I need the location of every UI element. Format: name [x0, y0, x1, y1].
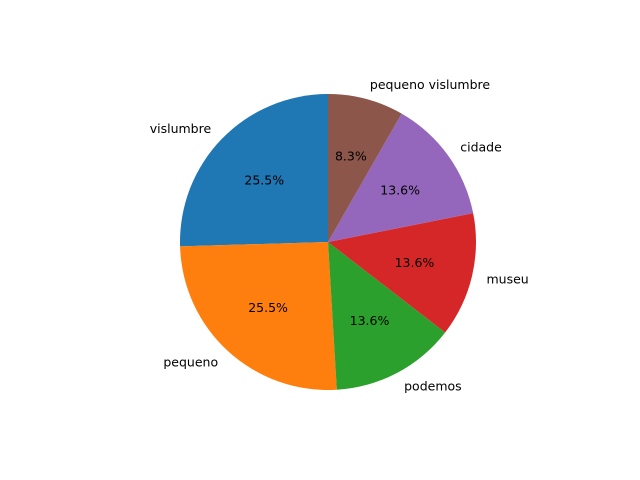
pie-labels: 25.5% vislumbre 25.5% pequeno 13.6% podemos 13…	[150, 77, 529, 393]
pie-pct-label-pequeno: 25.5%	[248, 300, 288, 315]
pie-slice-museu	[328, 213, 476, 333]
pie-slice-vislumbre	[180, 94, 328, 247]
pie-slice-pequeno	[180, 242, 337, 391]
pie-category-label-museu: museu	[486, 272, 528, 287]
pie-slice-pequeno-vislumbre	[328, 94, 402, 242]
pie-slice-podemos	[328, 242, 446, 390]
pie-pct-label-pequeno-vislumbre: 8.3%	[335, 149, 367, 164]
pie-slice-cidade	[328, 113, 474, 242]
pie-category-label-vislumbre: vislumbre	[150, 121, 212, 136]
pie-pct-label-cidade: 13.6%	[380, 183, 420, 198]
pie-category-label-podemos: podemos	[404, 378, 462, 393]
pie-category-label-pequeno-vislumbre: pequeno vislumbre	[370, 77, 490, 92]
pie-slices	[180, 94, 476, 391]
pie-category-label-pequeno: pequeno	[163, 355, 218, 370]
pie-pct-label-vislumbre: 25.5%	[244, 173, 284, 188]
pie-pct-label-podemos: 13.6%	[350, 313, 390, 328]
pie-category-label-cidade: cidade	[460, 140, 502, 155]
pie-pct-label-museu: 13.6%	[395, 255, 435, 270]
